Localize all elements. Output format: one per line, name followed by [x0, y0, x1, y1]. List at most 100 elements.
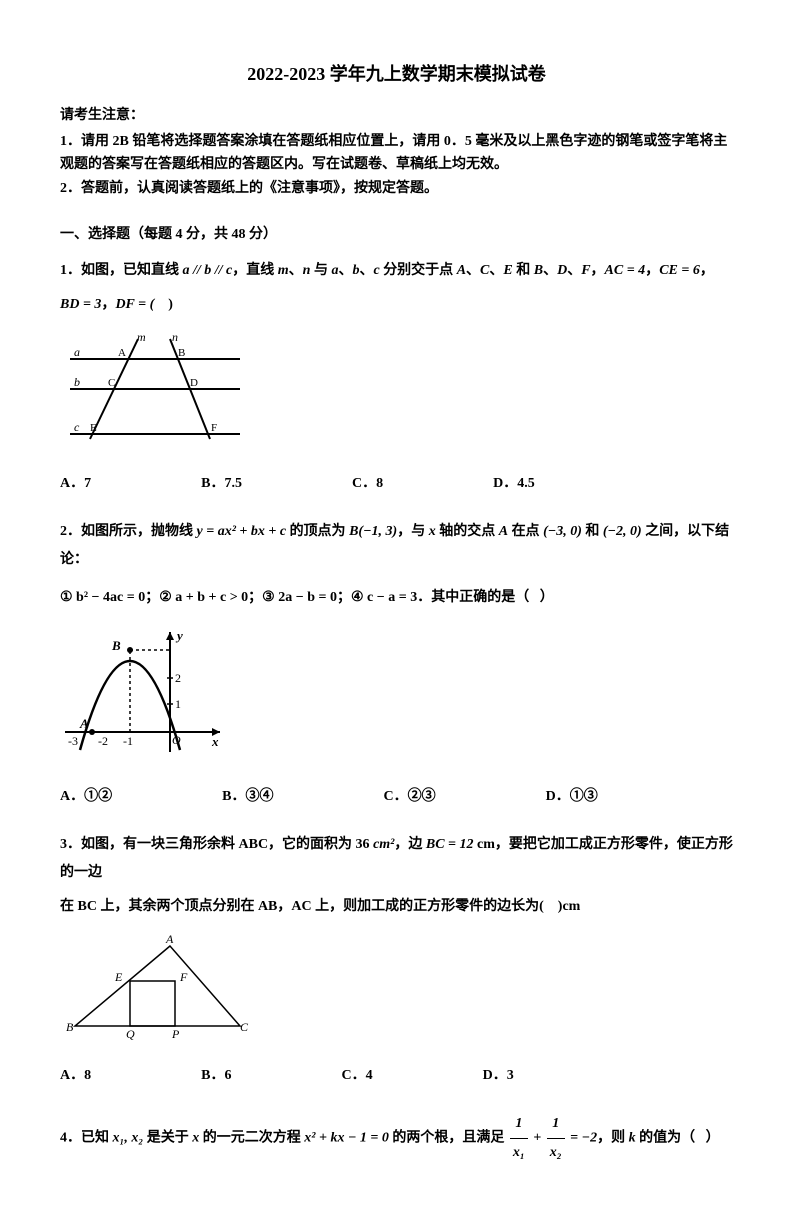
- q1-m11: D: [557, 263, 567, 278]
- q3-fig-E: E: [114, 970, 123, 984]
- q3-m1: cm²: [373, 837, 394, 852]
- q1-options: A．7 B．7.5 C．8 D．4.5: [60, 470, 733, 498]
- q1-fig-B: B: [178, 347, 185, 359]
- q1-t7: 分别交于点: [380, 263, 457, 278]
- q1-fig-c: c: [74, 420, 80, 434]
- q4-t4: 的两个根，且满足: [389, 1130, 508, 1145]
- q2-fig-t1: 1: [175, 697, 181, 711]
- q3-l2: 在 BC 上，其余两个顶点分别在 AB，AC 上，则加工成的正方形零件的边长为(…: [60, 893, 733, 921]
- q2-m6: (−2, 0): [603, 524, 642, 539]
- q3-options: A．8 B．6 C．4 D．3: [60, 1062, 733, 1090]
- q1-m14: CE = 6: [659, 263, 700, 278]
- q2-t1: 2．如图所示，抛物线: [60, 524, 197, 539]
- q3-fig-Q: Q: [126, 1027, 135, 1041]
- q1-t14: ，: [645, 263, 659, 278]
- q4-frac2-den: x₂: [547, 1139, 565, 1167]
- q1-opt-b: B．7.5: [201, 470, 242, 498]
- q2-m2: B(−1, 3): [349, 524, 397, 539]
- instruction-2: 2．答题前，认真阅读答题纸上的《注意事项》，按规定答题。: [60, 178, 733, 200]
- q3-m2: BC = 12: [426, 837, 474, 852]
- q4-t6: 的值为（ ）: [636, 1130, 720, 1145]
- q3-fig-C: C: [240, 1020, 249, 1034]
- q2-t3: ，与: [397, 524, 429, 539]
- q2-fig-x: x: [211, 734, 219, 749]
- q4-t5: ，则: [597, 1130, 629, 1145]
- q1-l2m1: BD = 3: [60, 297, 101, 312]
- q1-fig-D: D: [190, 377, 198, 389]
- q1-l2t2: ): [154, 297, 173, 312]
- q2-t6: 和: [582, 524, 603, 539]
- q1-t6: 、: [359, 263, 373, 278]
- q3-fig-P: P: [171, 1027, 180, 1041]
- q4-m1: x₁, x₂: [113, 1130, 144, 1145]
- q1-t2: ，直线: [232, 263, 278, 278]
- q1-opt-d: D．4.5: [493, 470, 535, 498]
- q1-figure: a b c m n A B C D E F: [60, 329, 733, 460]
- q1-t5: 、: [338, 263, 352, 278]
- q1-opt-a: A．7: [60, 470, 91, 498]
- q2-fig-m1: -1: [123, 734, 133, 748]
- q4-m3: x² + kx − 1 = 0: [304, 1130, 389, 1145]
- section-header: 一、选择题（每题 4 分，共 48 分）: [60, 224, 733, 246]
- q3-opt-b: B．6: [201, 1062, 231, 1090]
- q1-m1: a // b // c: [183, 263, 233, 278]
- q4-frac2: 1x₂: [547, 1110, 565, 1167]
- q1-t13: ，: [591, 263, 605, 278]
- q4-t3: 的一元二次方程: [199, 1130, 304, 1145]
- question-2: 2．如图所示，抛物线 y = ax² + bx + c 的顶点为 B(−1, 3…: [60, 518, 733, 811]
- q2-t5: 在点: [508, 524, 543, 539]
- q3-fig-B: B: [66, 1020, 74, 1034]
- q1-m10: B: [534, 263, 543, 278]
- q4-frac1-num: 1: [510, 1110, 528, 1139]
- q1-t9: 、: [489, 263, 503, 278]
- exam-title: 2022-2023 学年九上数学期末模拟试卷: [60, 60, 733, 89]
- q4-m4: k: [629, 1130, 636, 1145]
- q2-opt-d: D．①③: [546, 783, 598, 811]
- q1-l2t1: ，: [101, 297, 115, 312]
- q2-fig-t2: 2: [175, 671, 181, 685]
- q3-opt-a: A．8: [60, 1062, 91, 1090]
- q4-t2: 是关于: [143, 1130, 192, 1145]
- q2-fig-y: y: [175, 628, 183, 643]
- q3-opt-c: C．4: [341, 1062, 372, 1090]
- q4-eq: = −2: [567, 1130, 597, 1145]
- q2-circled: ① b² − 4ac = 0；② a + b + c > 0；③ 2a − b …: [60, 584, 733, 612]
- q1-fig-C: C: [108, 377, 115, 389]
- q3-figure: A B C E F Q P: [60, 931, 733, 1052]
- q2-figure: y x O A B -3 -1 -2 1 2: [60, 622, 733, 773]
- q1-t12: 、: [567, 263, 581, 278]
- q3-fig-A: A: [165, 932, 174, 946]
- q2-fig-A: A: [79, 716, 89, 731]
- q1-opt-c: C．8: [352, 470, 383, 498]
- q1-fig-a: a: [74, 345, 80, 359]
- q2-options: A．①② B．③④ C．②③ D．①③: [60, 783, 733, 811]
- q1-m2: m: [278, 263, 289, 278]
- q1-fig-E: E: [90, 422, 97, 434]
- q2-opt-c: C．②③: [383, 783, 435, 811]
- q2-m1: y = ax² + bx + c: [197, 524, 287, 539]
- q1-text: 1．如图，已知直线: [60, 263, 183, 278]
- q1-l2m2: DF = (: [115, 297, 154, 312]
- q4-plus: +: [530, 1130, 545, 1145]
- q2-m5: (−3, 0): [543, 524, 582, 539]
- q2-fig-m3: -3: [68, 734, 78, 748]
- q2-fig-m2b: -2: [98, 734, 108, 748]
- question-3: 3．如图，有一块三角形余料 ABC，它的面积为 36 cm²，边 BC = 12…: [60, 831, 733, 1090]
- q1-m8: C: [480, 263, 489, 278]
- q1-fig-n: n: [172, 330, 178, 344]
- q1-m12: F: [581, 263, 590, 278]
- instruction-1: 1．请用 2B 铅笔将选择题答案涂填在答题纸相应位置上，请用 0．5 毫米及以上…: [60, 131, 733, 176]
- q3-t1: 3．如图，有一块三角形余料 ABC，它的面积为 36: [60, 837, 373, 852]
- q1-t3: 、: [289, 263, 303, 278]
- q1-t15: ，: [700, 263, 714, 278]
- q1-t8: 、: [466, 263, 480, 278]
- q3-t2: ，边: [394, 837, 426, 852]
- q4-m2: x: [192, 1130, 199, 1145]
- q2-fig-O: O: [172, 733, 181, 747]
- q2-opt-b: B．③④: [222, 783, 273, 811]
- q1-t4: 与: [310, 263, 331, 278]
- q2-t2: 的顶点为: [286, 524, 349, 539]
- q1-m9: E: [503, 263, 512, 278]
- q2-opt-a: A．①②: [60, 783, 112, 811]
- instructions-header: 请考生注意：: [60, 105, 733, 127]
